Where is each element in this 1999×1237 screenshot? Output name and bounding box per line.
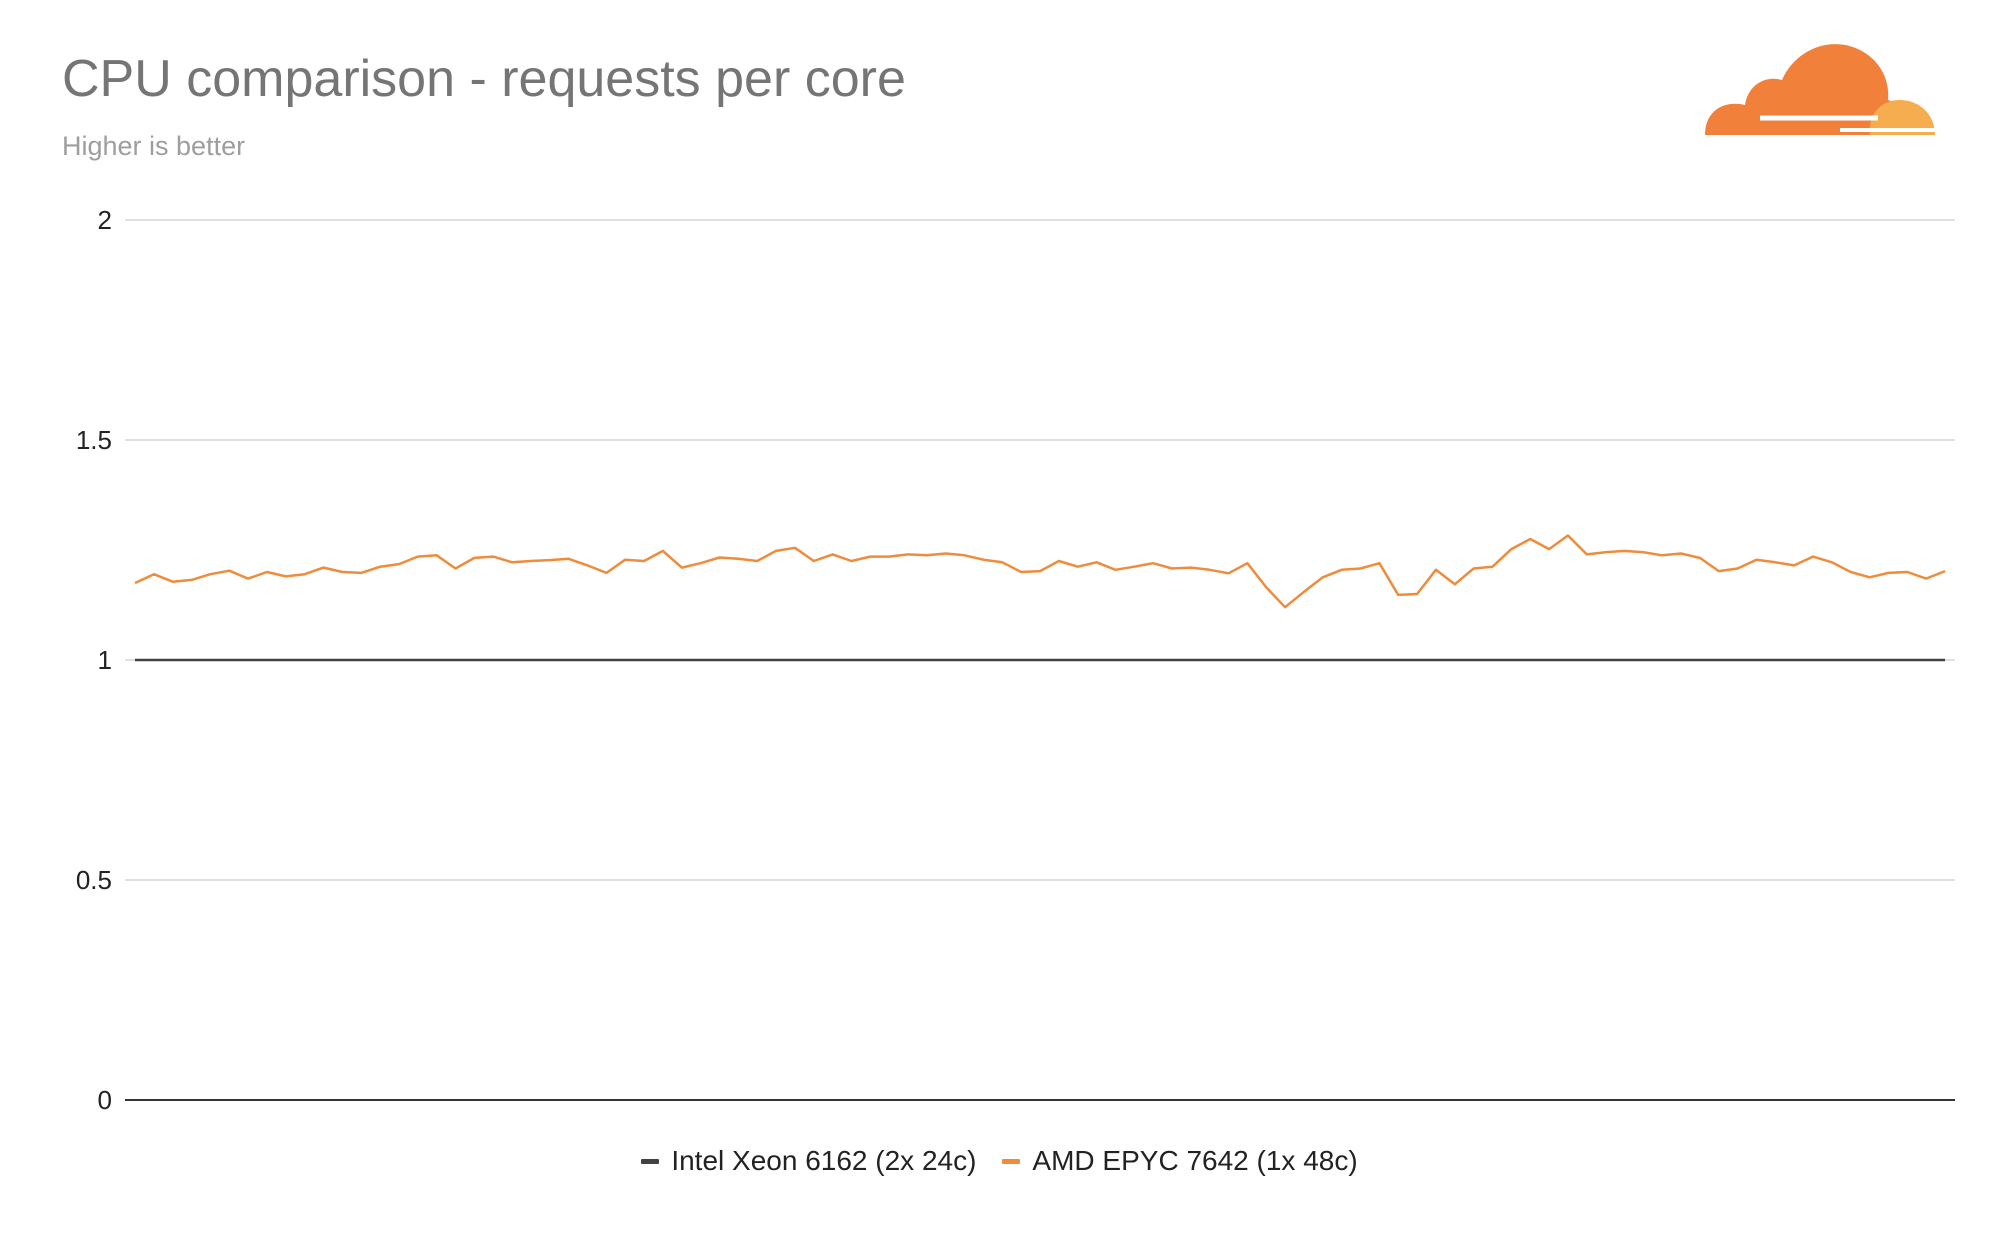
y-tick-label: 0.5 xyxy=(76,865,112,895)
legend: Intel Xeon 6162 (2x 24c) AMD EPYC 7642 (… xyxy=(0,1145,1999,1177)
legend-item-amd: AMD EPYC 7642 (1x 48c) xyxy=(1002,1145,1358,1177)
y-tick-label: 1.5 xyxy=(76,425,112,455)
legend-label-intel: Intel Xeon 6162 (2x 24c) xyxy=(671,1145,977,1176)
y-tick-label: 1 xyxy=(98,645,112,675)
legend-swatch-amd xyxy=(1002,1158,1021,1164)
chart-subtitle: Higher is better xyxy=(62,131,246,161)
cloud-logo-icon xyxy=(1705,44,1935,135)
series-lines xyxy=(134,534,1946,662)
y-tick-label: 2 xyxy=(98,205,112,235)
chart-title: CPU comparison - requests per core xyxy=(62,50,906,108)
y-axis-ticks: 0 0.5 1 1.5 2 xyxy=(76,205,112,1115)
series-line-1 xyxy=(134,534,1946,609)
legend-swatch-intel xyxy=(641,1158,660,1164)
legend-item-intel: Intel Xeon 6162 (2x 24c) xyxy=(641,1145,976,1177)
y-tick-label: 0 xyxy=(98,1085,112,1115)
legend-label-amd: AMD EPYC 7642 (1x 48c) xyxy=(1032,1145,1358,1176)
